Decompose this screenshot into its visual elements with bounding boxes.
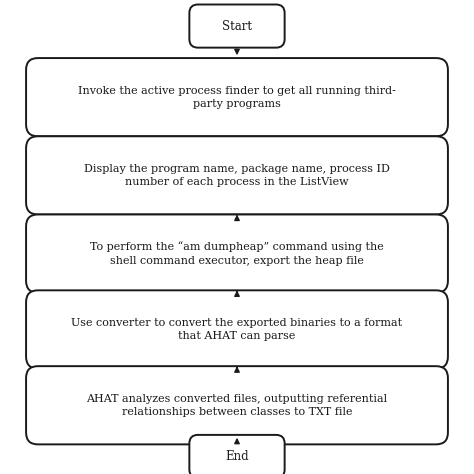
FancyBboxPatch shape bbox=[26, 137, 448, 215]
Text: Use converter to convert the exported binaries to a format
that AHAT can parse: Use converter to convert the exported bi… bbox=[72, 318, 402, 341]
FancyBboxPatch shape bbox=[189, 435, 284, 474]
Text: Invoke the active process finder to get all running third-
party programs: Invoke the active process finder to get … bbox=[78, 86, 396, 109]
Text: AHAT analyzes converted files, outputting referential
relationships between clas: AHAT analyzes converted files, outputtin… bbox=[86, 394, 388, 417]
Text: End: End bbox=[225, 450, 249, 463]
Text: To perform the “am dumpheap” command using the
shell command executor, export th: To perform the “am dumpheap” command usi… bbox=[90, 242, 384, 265]
Text: Start: Start bbox=[222, 19, 252, 33]
FancyBboxPatch shape bbox=[189, 5, 284, 48]
Text: Display the program name, package name, process ID
number of each process in the: Display the program name, package name, … bbox=[84, 164, 390, 187]
FancyBboxPatch shape bbox=[26, 215, 448, 292]
FancyBboxPatch shape bbox=[26, 366, 448, 445]
FancyBboxPatch shape bbox=[26, 290, 448, 369]
FancyBboxPatch shape bbox=[26, 58, 448, 137]
